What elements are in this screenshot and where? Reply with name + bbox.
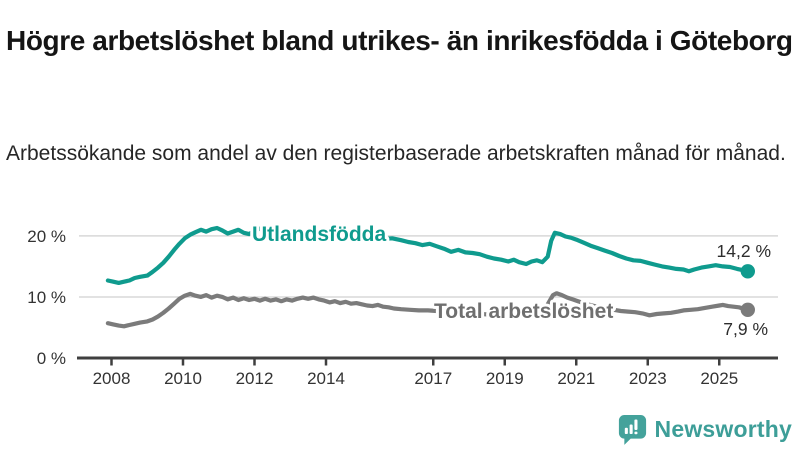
page-title: Högre arbetslöshet bland utrikes- än inr… (6, 24, 793, 56)
x-tick-label-2019: 2019 (486, 369, 524, 388)
x-tick-label-2023: 2023 (629, 369, 667, 388)
newsworthy-branding: Newsworthy (618, 413, 792, 445)
end-dot-utlandsfodda (740, 264, 755, 279)
x-tick-label-2012: 2012 (236, 369, 274, 388)
y-tick-label-10: 10 % (27, 288, 66, 307)
x-tick-label-2008: 2008 (93, 369, 131, 388)
newsworthy-logo-text: Newsworthy (654, 415, 792, 442)
line-utlandsfodda (105, 225, 750, 285)
x-tick-label-2010: 2010 (164, 369, 202, 388)
end-value-label-total: 7,9 % (723, 319, 768, 339)
y-tick-label-20: 20 % (27, 227, 66, 246)
end-value-label-utlandsfodda: 14,2 % (717, 241, 771, 261)
newsworthy-logo-icon (618, 414, 646, 445)
y-tick-label-0: 0 % (37, 349, 66, 368)
series-label-utlandsfodda: Utlandsfödda (252, 223, 386, 246)
end-dot-total (740, 302, 755, 317)
y-axis-tick-labels: 0 % 10 % 20 % (27, 227, 66, 368)
x-tick-label-2017: 2017 (414, 369, 452, 388)
x-tick-label-2025: 2025 (700, 369, 738, 388)
line-total (105, 291, 750, 329)
chart-subtitle: Arbetssökande som andel av den registerb… (6, 142, 786, 165)
x-axis-ticks: 2008 2010 2012 2014 2017 2019 2021 2023 2025 (93, 358, 738, 388)
x-tick-label-2021: 2021 (557, 369, 595, 388)
x-tick-label-2014: 2014 (307, 369, 345, 388)
data-series-lines (105, 225, 755, 329)
series-label-total-arbetsloshet: Total arbetslöshet (434, 300, 613, 323)
